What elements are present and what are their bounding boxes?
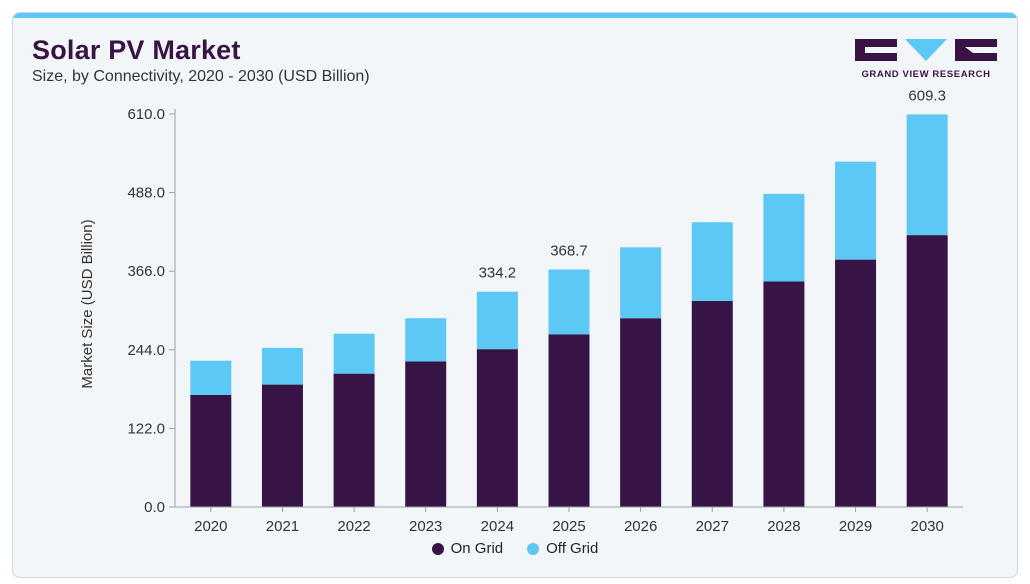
y-tick-label: 366.0 <box>127 263 165 280</box>
x-tick-label: 2025 <box>552 518 585 535</box>
x-tick-label: 2029 <box>839 518 872 535</box>
y-tick-label: 0.0 <box>144 499 165 516</box>
bar-chart: Market Size (USD Billion) 0.0 122.0 244.0 3… <box>79 87 963 535</box>
bar-off-grid-2023[interactable] <box>405 318 447 362</box>
y-tick-label: 610.0 <box>127 106 165 123</box>
x-tick-label: 2027 <box>696 518 729 535</box>
y-axis: 0.0 122.0 244.0 366.0 488.0 610.0 <box>127 106 175 516</box>
bar-off-grid-2028[interactable] <box>763 193 805 282</box>
bar-off-grid-2022[interactable] <box>333 333 375 374</box>
legend: On Grid Off Grid <box>13 540 1017 557</box>
bar-off-grid-2025[interactable] <box>548 269 590 335</box>
logo-text: GRAND VIEW RESEARCH <box>861 69 991 80</box>
x-tick-label: 2028 <box>767 518 800 535</box>
bar-off-grid-2029[interactable] <box>835 161 877 260</box>
y-tick-label: 244.0 <box>127 342 165 359</box>
accent-bar <box>13 13 1017 18</box>
bar-on-grid-2020[interactable] <box>190 394 232 507</box>
bar-off-grid-2024[interactable] <box>476 291 518 350</box>
bar-on-grid-2025[interactable] <box>548 334 590 507</box>
x-tick-label: 2023 <box>409 518 442 535</box>
bar-off-grid-2020[interactable] <box>190 360 232 395</box>
bar-off-grid-2030[interactable] <box>906 114 948 236</box>
bar-off-grid-2026[interactable] <box>620 247 662 319</box>
legend-label-off-grid: Off Grid <box>546 540 599 557</box>
x-tick-label: 2024 <box>481 518 514 535</box>
y-tick-label: 122.0 <box>127 420 165 437</box>
chart-card: Solar PV Market Size, by Connectivity, 2… <box>12 12 1018 578</box>
on-grid-swatch <box>431 542 444 555</box>
off-grid-swatch <box>527 542 540 555</box>
total-labels: 334.2 368.7 609.3 <box>479 87 946 281</box>
grand-view-research-logo: GRAND VIEW RESEARCH <box>855 39 997 87</box>
x-tick-label: 2022 <box>337 518 370 535</box>
bar-on-grid-2029[interactable] <box>835 259 877 507</box>
chart-subtitle: Size, by Connectivity, 2020 - 2030 (USD … <box>32 68 370 85</box>
bar-on-grid-2027[interactable] <box>691 300 733 507</box>
bar-on-grid-2024[interactable] <box>476 349 518 507</box>
bar-off-grid-2021[interactable] <box>261 347 303 385</box>
legend-item-on-grid[interactable]: On Grid <box>431 540 504 557</box>
total-label-2030: 609.3 <box>908 87 946 104</box>
bar-on-grid-2030[interactable] <box>906 235 948 507</box>
total-label-2024: 334.2 <box>479 265 517 282</box>
bar-on-grid-2028[interactable] <box>763 281 805 507</box>
legend-label-on-grid: On Grid <box>450 540 504 557</box>
x-tick-label: 2021 <box>266 518 299 535</box>
logo-mark-icon <box>855 39 997 61</box>
y-tick-label: 488.0 <box>127 185 165 202</box>
x-axis: 2020 2021 2022 2023 2024 2025 2026 2027 2028 2029… <box>194 507 944 535</box>
bar-on-grid-2022[interactable] <box>333 373 375 507</box>
bar-off-grid-2027[interactable] <box>691 222 733 301</box>
bar-on-grid-2021[interactable] <box>261 384 303 507</box>
y-axis-label: Market Size (USD Billion) <box>79 219 96 388</box>
chart-title: Solar PV Market <box>32 35 241 65</box>
x-tick-label: 2020 <box>194 518 227 535</box>
bar-on-grid-2023[interactable] <box>405 361 447 507</box>
x-tick-label: 2026 <box>624 518 657 535</box>
bars <box>190 114 948 507</box>
bar-on-grid-2026[interactable] <box>620 318 662 507</box>
x-tick-label: 2030 <box>910 518 943 535</box>
legend-item-off-grid[interactable]: Off Grid <box>527 540 598 557</box>
total-label-2025: 368.7 <box>550 242 588 259</box>
